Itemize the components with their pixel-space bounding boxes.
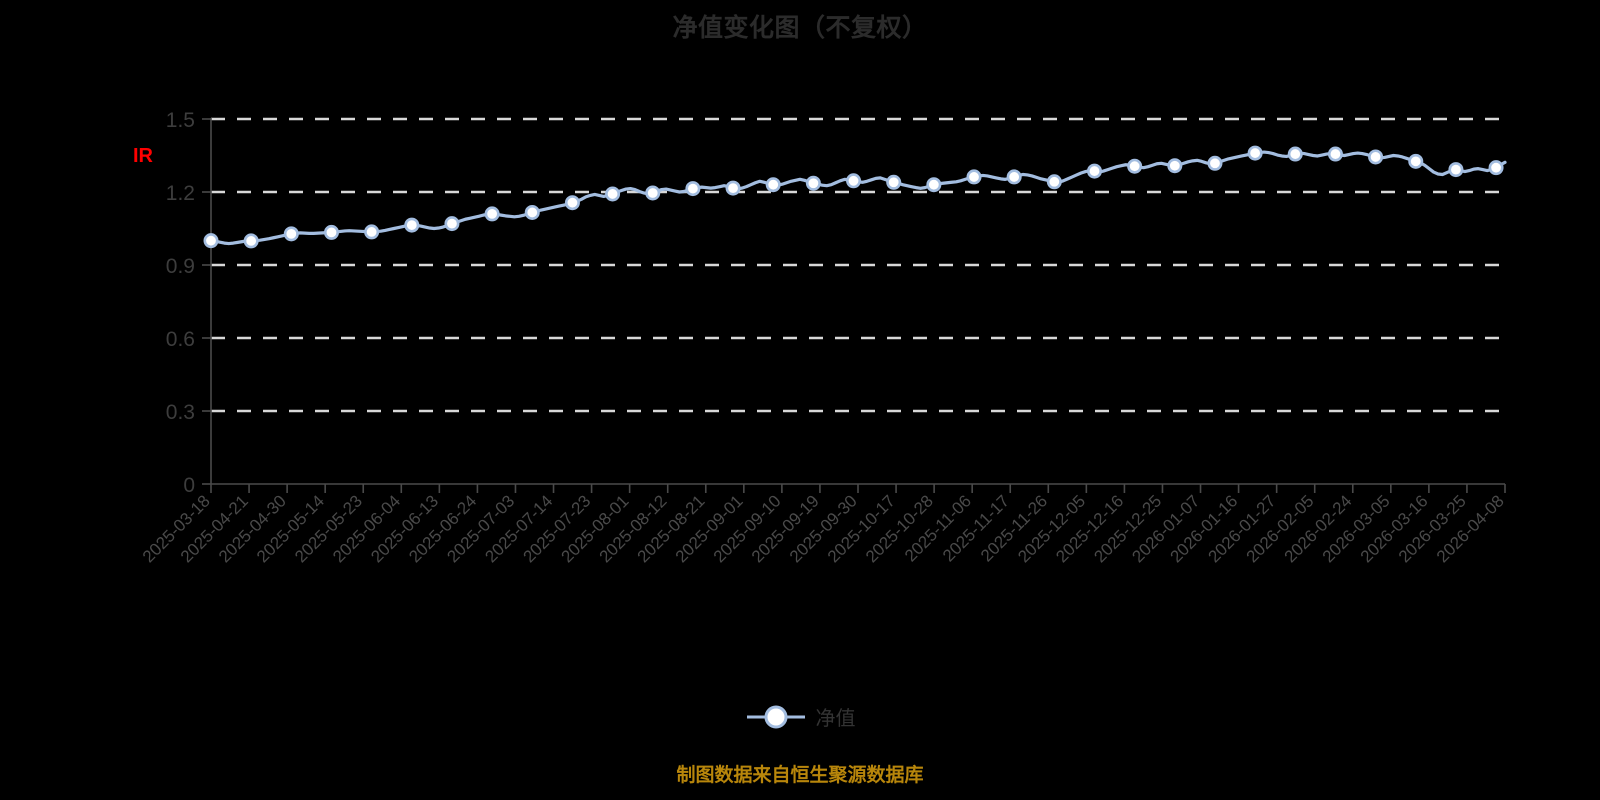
series-marker: [645, 185, 661, 201]
circle-marker-icon: [746, 705, 805, 728]
series-marker: [966, 169, 982, 185]
y-tick-label: 1.2: [166, 182, 195, 205]
series-marker: [1408, 153, 1424, 169]
series-marker: [243, 233, 259, 249]
series-marker: [765, 177, 781, 193]
series-marker: [364, 224, 380, 240]
series-marker: [725, 180, 741, 196]
series-marker: [404, 217, 420, 233]
series-marker: [1046, 174, 1062, 190]
series-marker: [444, 216, 460, 232]
series-marker: [1086, 163, 1102, 179]
legend-item-net-value[interactable]: 净值: [745, 702, 856, 731]
series-marker: [524, 204, 540, 220]
series-marker: [1287, 146, 1303, 162]
series-marker: [1488, 160, 1504, 176]
series-marker: [926, 177, 942, 193]
series-marker: [323, 224, 339, 240]
series-line-0: [209, 150, 1507, 246]
y-tick-label: 1.5: [166, 109, 195, 132]
series-marker: [1127, 158, 1143, 174]
legend-label-net-value: 净值: [815, 708, 856, 730]
y-tick-label: 0: [183, 474, 195, 497]
series-marker: [1247, 145, 1263, 161]
series-marker: [1368, 149, 1384, 165]
chart-legend: 净值: [0, 702, 1600, 735]
chart-title: 净值变化图（不复权）: [672, 14, 928, 42]
y-tick-label: 0.6: [166, 328, 195, 351]
series-marker: [846, 173, 862, 189]
series-marker: [1006, 169, 1022, 185]
series-marker: [1167, 158, 1183, 174]
series-marker: [685, 181, 701, 197]
series-marker: [605, 186, 621, 202]
series-marker: [1327, 146, 1343, 162]
series-marker: [805, 175, 821, 191]
series-marker: [203, 233, 219, 249]
series-marker: [564, 195, 580, 211]
y-tick-label: 0.3: [166, 401, 195, 424]
series-marker: [484, 206, 500, 222]
series-marker: [1448, 162, 1464, 178]
series-marker: [886, 174, 902, 190]
y-tick-label: 0.9: [166, 255, 195, 278]
y-axis-red-note: IR: [133, 145, 153, 167]
series-marker: [283, 226, 299, 242]
series-marker: [1207, 155, 1223, 171]
data-source-note: 制图数据来自恒生聚源数据库: [676, 765, 924, 786]
